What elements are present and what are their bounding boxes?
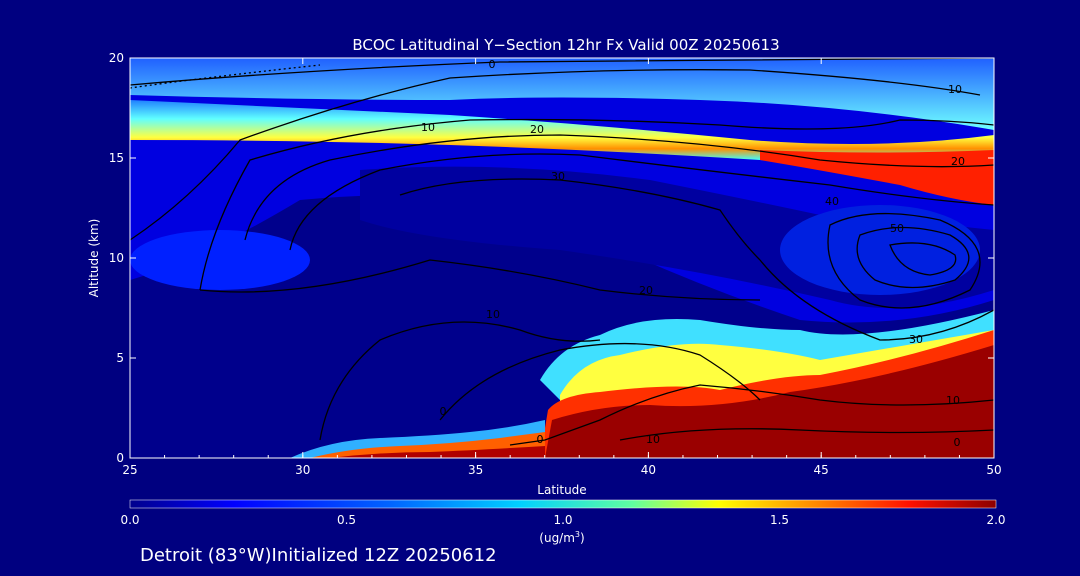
- colorbar-tick-label: 2.0: [986, 513, 1005, 527]
- y-tick-label: 5: [116, 351, 124, 365]
- heatmap-field: [130, 58, 994, 458]
- colorbar-ticks: 0.0 0.5 1.0 1.5 2.0: [120, 513, 1005, 527]
- colorbar-unit: (ug/m3): [539, 530, 584, 545]
- contour-30: [289, 153, 994, 251]
- contour-labels: 0 10 10 20 20 30 40 50 20 10 30 10 0 0 10 0: [421, 58, 965, 449]
- colorbar-tick-label: 1.5: [770, 513, 789, 527]
- y-tick-label: 0: [116, 451, 124, 465]
- contour-label: 0: [489, 58, 496, 71]
- colorbar: [129, 499, 997, 509]
- x-tick-label: 25: [122, 463, 137, 477]
- contour-20-lower: [199, 259, 761, 301]
- x-tick-label: 35: [468, 463, 483, 477]
- contour-0-low: [509, 384, 994, 446]
- contour-label: 10: [421, 121, 435, 134]
- x-axis-label: Latitude: [537, 483, 586, 497]
- x-tick-label: 50: [986, 463, 1001, 477]
- y-axis-label: Altitude (km): [87, 219, 101, 298]
- y-tick-label: 10: [109, 251, 124, 265]
- contour-0-outer: [130, 58, 994, 86]
- y-tick-label: 20: [109, 51, 124, 65]
- contour-label: 10: [486, 308, 500, 321]
- contour-10-inner: [199, 118, 994, 291]
- contour-label: 20: [951, 155, 965, 168]
- x-tick-label: 40: [641, 463, 656, 477]
- contour-label: 10: [946, 394, 960, 407]
- contour-ring-2: [856, 226, 970, 289]
- contour-label: 0: [954, 436, 961, 449]
- footer-text: Detroit (83°W)Initialized 12Z 20250612: [140, 545, 497, 566]
- contour-label: 40: [825, 195, 839, 208]
- contour-label: 30: [551, 170, 565, 183]
- contour-30-lower: [759, 259, 994, 341]
- contour-10-low: [439, 342, 761, 421]
- contour-label: 30: [909, 333, 923, 346]
- y-tick-label: 15: [109, 151, 124, 165]
- colorbar-tick-label: 0.0: [120, 513, 139, 527]
- contour-label: 0: [440, 405, 447, 418]
- x-tick-label: 30: [295, 463, 310, 477]
- contour-ring-3: [889, 242, 957, 276]
- contour-40: [399, 178, 761, 261]
- colorbar-tick-label: 1.0: [553, 513, 572, 527]
- contour-20: [244, 134, 994, 241]
- x-tick-label: 45: [814, 463, 829, 477]
- colorbar-tick-label: 0.5: [337, 513, 356, 527]
- chart-title: BCOC Latitudinal Y−Section 12hr Fx Valid…: [352, 36, 779, 54]
- contour-lines: [130, 58, 994, 446]
- contour-ring-1: [827, 212, 981, 309]
- y-axis: 0 5 10 15 20: [109, 51, 994, 465]
- contour-label: 20: [530, 123, 544, 136]
- contour-10-bottom: [619, 428, 994, 441]
- contour-10-outer: [130, 69, 981, 241]
- contour-label: 10: [948, 83, 962, 96]
- contour-label: 20: [639, 284, 653, 297]
- contour-label: 50: [890, 222, 904, 235]
- contour-label: 0: [537, 433, 544, 446]
- contour-label: 10: [646, 433, 660, 446]
- x-axis: 25 30 35 40 45 50: [122, 58, 1002, 477]
- contour-0-mid: [319, 321, 601, 441]
